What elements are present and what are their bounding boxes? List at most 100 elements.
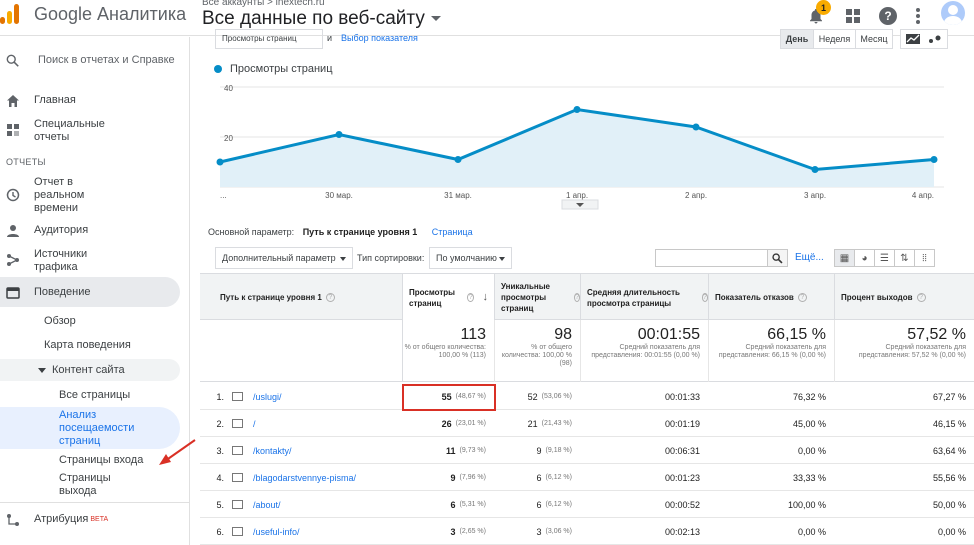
sidebar-item-behavior[interactable]: Поведение xyxy=(0,277,180,307)
account-avatar[interactable] xyxy=(941,1,965,25)
motion-chart-icon xyxy=(929,35,941,43)
data-point[interactable] xyxy=(692,123,700,131)
table-view-comparison-icon[interactable]: ⇅ xyxy=(894,249,915,267)
data-point[interactable] xyxy=(930,156,938,163)
search-input[interactable]: Поиск в отчетах и Справке xyxy=(38,54,175,66)
x-tick-label: 30 мар. xyxy=(325,191,353,200)
col-header-exit[interactable]: Процент выходов? xyxy=(834,274,974,321)
view-selector[interactable]: Все данные по веб-сайту xyxy=(202,8,441,30)
row-unique: 6 (6,12 %) xyxy=(494,491,580,518)
help-icon[interactable]: ? xyxy=(701,293,708,302)
col-header-label: Средняя длительность просмотра страницы xyxy=(587,287,680,308)
data-point[interactable] xyxy=(811,166,819,173)
pageviews-line-chart: 40 20... 30 мар. 31 мар. 1 апр. 2 апр. 3 апр. 4… xyxy=(216,84,944,210)
help-icon[interactable]: ? xyxy=(878,6,898,26)
period-month-button[interactable]: Месяц xyxy=(855,29,893,49)
sort-type-dropdown[interactable]: По умолчанию xyxy=(429,247,512,269)
col-header-avg-time[interactable]: Средняя длительность просмотра страницы? xyxy=(580,274,708,321)
highlight-box xyxy=(402,384,496,411)
total-sub: % от общего количества: 100,00 % (98) xyxy=(501,344,572,367)
sidebar-item-exit-pages[interactable]: Страницы выхода xyxy=(59,472,111,497)
clock-icon xyxy=(6,188,20,202)
table-row[interactable]: 5./about/6 (5,31 %) 6 (6,12 %) 00:00:52 100,0… xyxy=(200,491,974,518)
breadcrumb[interactable]: Все аккаунты > inextech.ru xyxy=(202,0,325,8)
legend-label: Просмотры страниц xyxy=(230,63,333,75)
row-page-link[interactable]: /useful-info/ xyxy=(232,518,402,545)
secondary-dimension-dropdown[interactable]: Дополнительный параметр xyxy=(215,247,353,269)
sidebar-item-all-pages[interactable]: Все страницы xyxy=(59,389,131,401)
table-row[interactable]: 6./useful-info/3 (2,65 %) 3 (3,06 %) 00:02:1… xyxy=(200,518,974,545)
sidebar-divider xyxy=(0,502,190,503)
row-page-link[interactable]: /blagodarstvennye-pisma/ xyxy=(232,464,402,491)
row-page-link[interactable]: /about/ xyxy=(232,491,402,518)
row-unique: 6 (6,12 %) xyxy=(494,464,580,491)
sidebar-item-label: Атрибуция xyxy=(34,513,89,525)
help-icon[interactable]: ? xyxy=(797,293,807,302)
chart-type-toggle[interactable] xyxy=(900,29,948,49)
table-toolbar: Дополнительный параметр Тип сортировки: … xyxy=(215,247,974,269)
col-header-label: Показатель отказов xyxy=(715,293,794,302)
table-row[interactable]: 2./26 (23,01 %) 21 (21,43 %) 00:01:19 45,00 %… xyxy=(200,410,974,437)
row-page-path: /blagodarstvennye-pisma/ xyxy=(253,472,357,483)
row-unique-value: 6 xyxy=(536,499,542,510)
row-pageviews-value: 11 xyxy=(446,445,456,456)
table-view-grid-icon[interactable]: ▦ xyxy=(834,249,855,267)
folder-icon xyxy=(232,446,243,455)
row-unique: 3 (3,06 %) xyxy=(494,518,580,545)
help-icon[interactable]: ? xyxy=(467,293,474,302)
sort-arrow-down-icon: ↓ xyxy=(482,291,489,303)
row-pageviews: 11 (9,73 %) xyxy=(402,437,494,464)
data-point[interactable] xyxy=(573,106,581,113)
sidebar-item-overview[interactable]: Обзор xyxy=(44,315,76,327)
row-exit: 55,56 % xyxy=(932,472,966,483)
table-view-performance-icon[interactable]: ☰ xyxy=(874,249,895,267)
total-unique: 98% от общего количества: 100,00 % (98) xyxy=(494,320,580,382)
row-pageviews: 9 (7,96 %) xyxy=(402,464,494,491)
col-header-bounce[interactable]: Показатель отказов? xyxy=(708,274,834,321)
apps-grid-icon[interactable] xyxy=(843,6,863,26)
row-pageviews-value: 3 xyxy=(450,526,456,537)
table-row[interactable]: 1./uslugi/55 (48,67 %) 52 (53,06 %) 00:01:33… xyxy=(200,383,974,411)
sidebar-item-site-content[interactable]: Контент сайта xyxy=(0,359,180,381)
total-value: 66,15 % xyxy=(767,326,826,343)
table-view-pivot-icon[interactable]: ⦙⦙ xyxy=(914,249,935,267)
data-point[interactable] xyxy=(335,131,343,138)
sidebar-item-label: Источники трафика xyxy=(34,248,88,273)
sidebar-item-content-drilldown[interactable]: Анализ посещаемости страниц xyxy=(0,407,180,449)
view-title: Все данные по веб-сайту xyxy=(202,8,425,29)
row-page-link[interactable]: / xyxy=(232,410,402,437)
metric-select[interactable]: Просмотры страниц xyxy=(215,29,323,49)
help-icon[interactable]: ? xyxy=(916,293,926,302)
row-unique-pct: (3,06 %) xyxy=(545,528,572,535)
col-header-label: Уникальные просмотры страниц xyxy=(501,282,550,313)
row-exit: 67,27 % xyxy=(932,391,966,402)
col-header-unique[interactable]: Уникальные просмотры страниц? xyxy=(494,274,580,321)
select-metric-link[interactable]: Выбор показателя xyxy=(341,33,418,43)
col-header-pageviews[interactable]: Просмотры страниц? ↓ xyxy=(402,274,494,321)
data-point[interactable] xyxy=(454,156,462,163)
search-reports[interactable]: Поиск в отчетах и Справке xyxy=(0,51,190,73)
row-pageviews-pct: (5,31 %) xyxy=(459,501,486,508)
table-view-pie-icon[interactable]: ◕ xyxy=(854,249,875,267)
row-page-link[interactable]: /uslugi/ xyxy=(232,383,402,410)
table-search-button[interactable] xyxy=(768,249,788,267)
row-avg-time: 00:06:31 xyxy=(664,445,700,456)
table-row[interactable]: 3./kontakty/11 (9,73 %) 9 (9,18 %) 00:06:31 0… xyxy=(200,437,974,464)
total-bounce: 66,15 % Средний показатель для представле… xyxy=(708,320,834,382)
help-icon[interactable]: ? xyxy=(574,293,580,302)
col-header-page[interactable]: Путь к странице уровня 1? xyxy=(200,274,402,321)
table-search-input[interactable] xyxy=(655,249,768,267)
advanced-filter-link[interactable]: Ещё... xyxy=(795,252,824,263)
total-value: 00:01:55 xyxy=(637,326,700,343)
data-point[interactable] xyxy=(216,158,224,166)
total-pageviews: 113% от общего количества: 100,00 % (113… xyxy=(402,320,494,382)
table-row[interactable]: 4./blagodarstvennye-pisma/9 (7,96 %) 6 (6,1… xyxy=(200,464,974,491)
sidebar-item-behavior-flow[interactable]: Карта поведения xyxy=(44,339,131,351)
analytics-logo-icon[interactable] xyxy=(0,4,20,24)
row-page-link[interactable]: /kontakty/ xyxy=(232,437,402,464)
more-vert-icon[interactable] xyxy=(908,6,928,26)
help-icon[interactable]: ? xyxy=(325,293,335,302)
sidebar-item-landing-pages[interactable]: Страницы входа xyxy=(59,454,144,466)
dimension-page-link[interactable]: Страница xyxy=(431,227,473,237)
row-index: 2. xyxy=(216,418,224,429)
